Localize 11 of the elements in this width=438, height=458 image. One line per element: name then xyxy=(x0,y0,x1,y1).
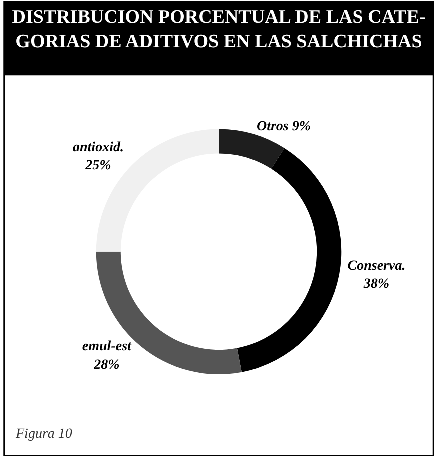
data-label: 38% xyxy=(362,277,390,292)
data-label: 28% xyxy=(93,358,120,373)
data-label: 25% xyxy=(84,158,112,174)
slice-label: Otros 9% xyxy=(256,120,312,135)
slice-label: emul-est xyxy=(82,340,133,355)
donut-slice xyxy=(237,148,342,372)
text: Figura 10 xyxy=(15,427,72,442)
donut-slice xyxy=(219,129,285,170)
slice-label: Conserva. xyxy=(348,258,406,274)
slice-label: antioxid. xyxy=(73,140,124,156)
chart-title: DISTRIBUCION PORCENTUAL DE LAS CATE- GORIAS DE ADITIVOS EN LAS SALCHICHAS xyxy=(12,6,426,53)
